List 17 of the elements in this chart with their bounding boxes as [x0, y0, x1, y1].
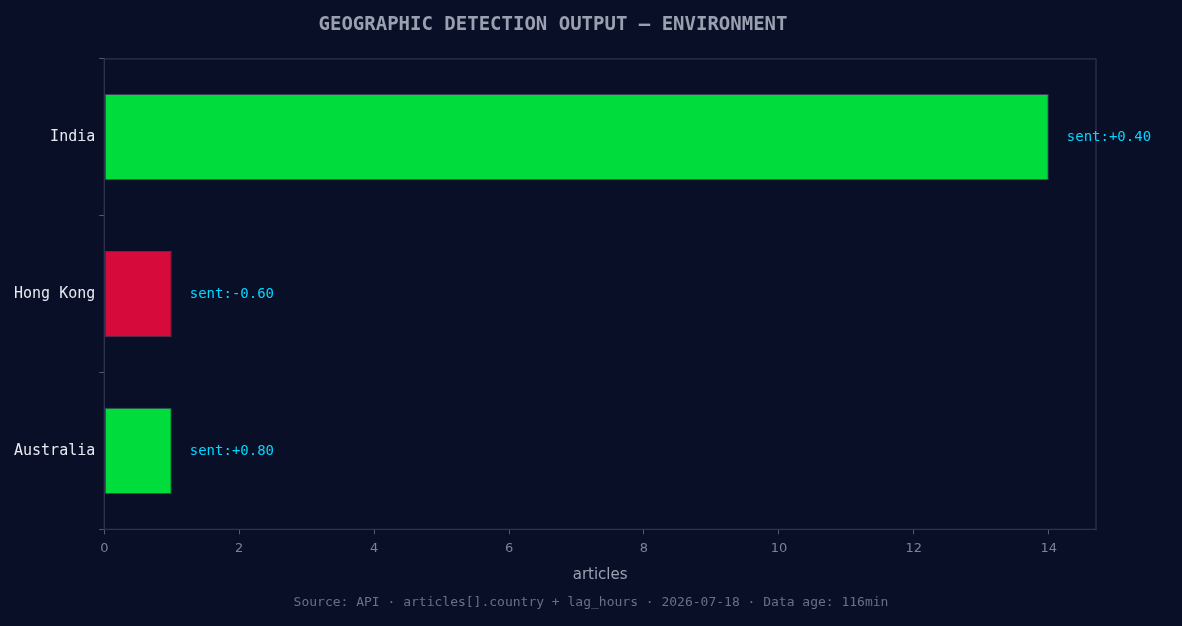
y-tick-label: Hong Kong [14, 283, 96, 302]
x-axis-title: articles [572, 564, 628, 583]
x-tick-label: 6 [504, 539, 514, 555]
annotation: sent:+0.40 [1066, 127, 1152, 144]
x-tick-label: 10 [770, 539, 788, 555]
annotation: sent:-0.60 [189, 284, 275, 301]
annotation: sent:+0.80 [189, 441, 275, 458]
source-note: Source: API · articles[].country + lag_hours · 2026-07-18 · Data age: 116min [293, 594, 889, 610]
x-tick-label: 2 [235, 539, 244, 555]
chart-title: GEOGRAPHIC DETECTION OUTPUT — ENVIRONMENT [318, 12, 788, 35]
x-tick-label: 4 [369, 539, 379, 555]
x-tick-label: 14 [1040, 539, 1058, 555]
x-tick-label: 8 [639, 539, 649, 555]
y-tick-label: India [50, 127, 96, 146]
x-tick-label: 0 [100, 539, 109, 555]
x-tick-label: 12 [905, 539, 923, 555]
y-tick-label: Australia [14, 440, 96, 459]
